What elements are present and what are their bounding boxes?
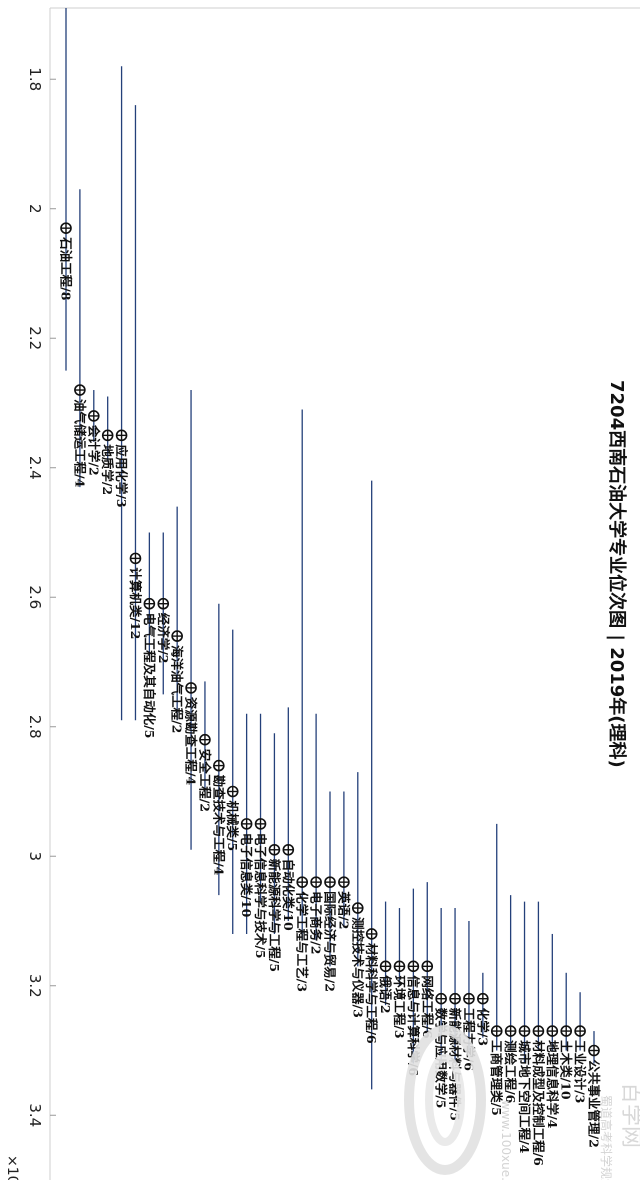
major-label: 电子信息类/10 bbox=[239, 833, 254, 918]
watermark-caption: 蜀道高考科学规划 bbox=[599, 1095, 614, 1180]
median-marker bbox=[226, 785, 239, 798]
major-label: 材料科学与工程/6 bbox=[364, 942, 379, 1044]
major-label: 国际经济与贸易/2 bbox=[323, 891, 338, 992]
median-marker bbox=[393, 960, 406, 973]
axis-tick-label: 2.6 bbox=[26, 585, 44, 609]
axis-tick-label: 2.8 bbox=[26, 715, 44, 739]
major-label: 会计学/2 bbox=[86, 425, 101, 476]
major-label: 机械类/5 bbox=[225, 800, 240, 851]
major-label: 化学工程与工艺/3 bbox=[295, 891, 310, 992]
median-marker bbox=[185, 682, 197, 694]
value-axis-ticks: 1.8 2 2.2 2.4 2.6 2.8 3 3.2 3.4 bbox=[26, 67, 56, 1127]
major-label: 勘查技术与工程/4 bbox=[211, 775, 226, 876]
median-marker bbox=[282, 843, 295, 856]
axis-tick-label: 3.4 bbox=[26, 1103, 44, 1127]
median-marker bbox=[129, 552, 142, 565]
watermark-logo-icon bbox=[404, 1025, 486, 1175]
major-label: 化学/3 bbox=[475, 1008, 490, 1046]
median-marker bbox=[560, 1025, 573, 1037]
median-marker bbox=[74, 384, 86, 396]
median-marker bbox=[463, 992, 475, 1005]
median-marker bbox=[518, 1025, 531, 1037]
watermark-url: www.100xue.net bbox=[499, 1100, 513, 1180]
median-marker bbox=[546, 1025, 559, 1037]
median-marker bbox=[574, 1025, 586, 1037]
major-label: 资源勘查工程/4 bbox=[184, 697, 199, 786]
major-label: 英语/2 bbox=[336, 891, 351, 929]
markers bbox=[60, 222, 600, 1057]
major-label: 工商管理类/5 bbox=[489, 1040, 504, 1116]
major-label: 经济学/2 bbox=[156, 613, 171, 664]
whiskers bbox=[65, 8, 595, 1090]
major-label: 计算机类/12 bbox=[128, 567, 143, 639]
major-label: 测绘工程/6 bbox=[503, 1040, 518, 1104]
median-marker bbox=[87, 410, 100, 422]
median-marker bbox=[60, 222, 72, 234]
major-label: 公共事业管理/2 bbox=[587, 1059, 602, 1147]
median-marker bbox=[143, 597, 156, 610]
median-marker bbox=[365, 928, 378, 940]
median-marker bbox=[379, 960, 392, 973]
median-marker bbox=[310, 876, 322, 888]
axis-tick-label: 2 bbox=[26, 204, 44, 214]
median-marker bbox=[449, 992, 461, 1005]
median-marker bbox=[240, 818, 253, 830]
median-marker bbox=[421, 960, 434, 973]
major-label: 安全工程/2 bbox=[197, 749, 212, 812]
median-marker bbox=[407, 960, 420, 973]
watermark: 百学网 蜀道高考科学规划 www.100xue.net bbox=[404, 1025, 640, 1180]
median-marker bbox=[101, 429, 114, 442]
axis-tick-label: 1.8 bbox=[26, 67, 44, 91]
major-label: 电子信息科学与技术/5 bbox=[253, 833, 268, 959]
major-label: 测控技术与仪器/3 bbox=[350, 917, 365, 1018]
major-label: 地理信息科学/4 bbox=[545, 1040, 560, 1129]
median-marker bbox=[268, 843, 281, 856]
axis-exponent-label: ×10⁴ bbox=[4, 1155, 20, 1180]
median-marker bbox=[171, 630, 183, 642]
median-marker bbox=[338, 876, 350, 888]
chart-title: 7204西南石油大学专业位次图 | 2019年(理科) bbox=[606, 380, 628, 768]
axis-tick-label: 2.4 bbox=[26, 456, 44, 480]
median-marker bbox=[254, 818, 267, 830]
major-label: 工业设计/3 bbox=[573, 1040, 588, 1103]
major-label: 石油工程/8 bbox=[59, 236, 74, 301]
median-marker bbox=[477, 992, 489, 1005]
axis-tick-label: 3.2 bbox=[26, 974, 44, 998]
watermark-brand: 百学网 bbox=[618, 1082, 640, 1148]
median-marker bbox=[157, 597, 170, 610]
major-label: 电子商务/2 bbox=[309, 891, 324, 954]
median-marker bbox=[435, 992, 447, 1005]
axis-tick-label: 2.2 bbox=[26, 326, 44, 350]
major-label: 海洋油气工程/2 bbox=[170, 645, 185, 733]
major-label: 油气储运工程/4 bbox=[72, 399, 87, 488]
median-marker bbox=[296, 876, 309, 888]
median-marker bbox=[199, 733, 211, 746]
major-label: 自动化类/10 bbox=[281, 859, 296, 931]
major-label: 应用化学/3 bbox=[114, 444, 129, 507]
major-label: 材料成型及控制工程/6 bbox=[531, 1039, 546, 1166]
major-label: 城市地下空间工程/4 bbox=[517, 1040, 532, 1154]
median-marker bbox=[504, 1025, 517, 1037]
major-label: 地质学/2 bbox=[100, 444, 115, 495]
median-marker bbox=[324, 876, 336, 888]
median-marker bbox=[213, 759, 225, 772]
median-marker bbox=[532, 1025, 545, 1037]
major-label: 新能源科学与工程/5 bbox=[267, 859, 282, 972]
major-label: 俄语/2 bbox=[378, 974, 393, 1013]
median-marker bbox=[115, 429, 128, 442]
median-marker bbox=[490, 1025, 503, 1037]
major-label: 电气工程及其自动化/5 bbox=[142, 613, 157, 739]
median-marker bbox=[351, 902, 364, 914]
major-label: 环境工程/3 bbox=[392, 975, 407, 1038]
axis-tick-label: 3 bbox=[26, 851, 44, 861]
major-label: 网络工程/6 bbox=[420, 975, 435, 1039]
major-label: 土木类/10 bbox=[559, 1040, 574, 1100]
median-marker bbox=[588, 1044, 600, 1057]
